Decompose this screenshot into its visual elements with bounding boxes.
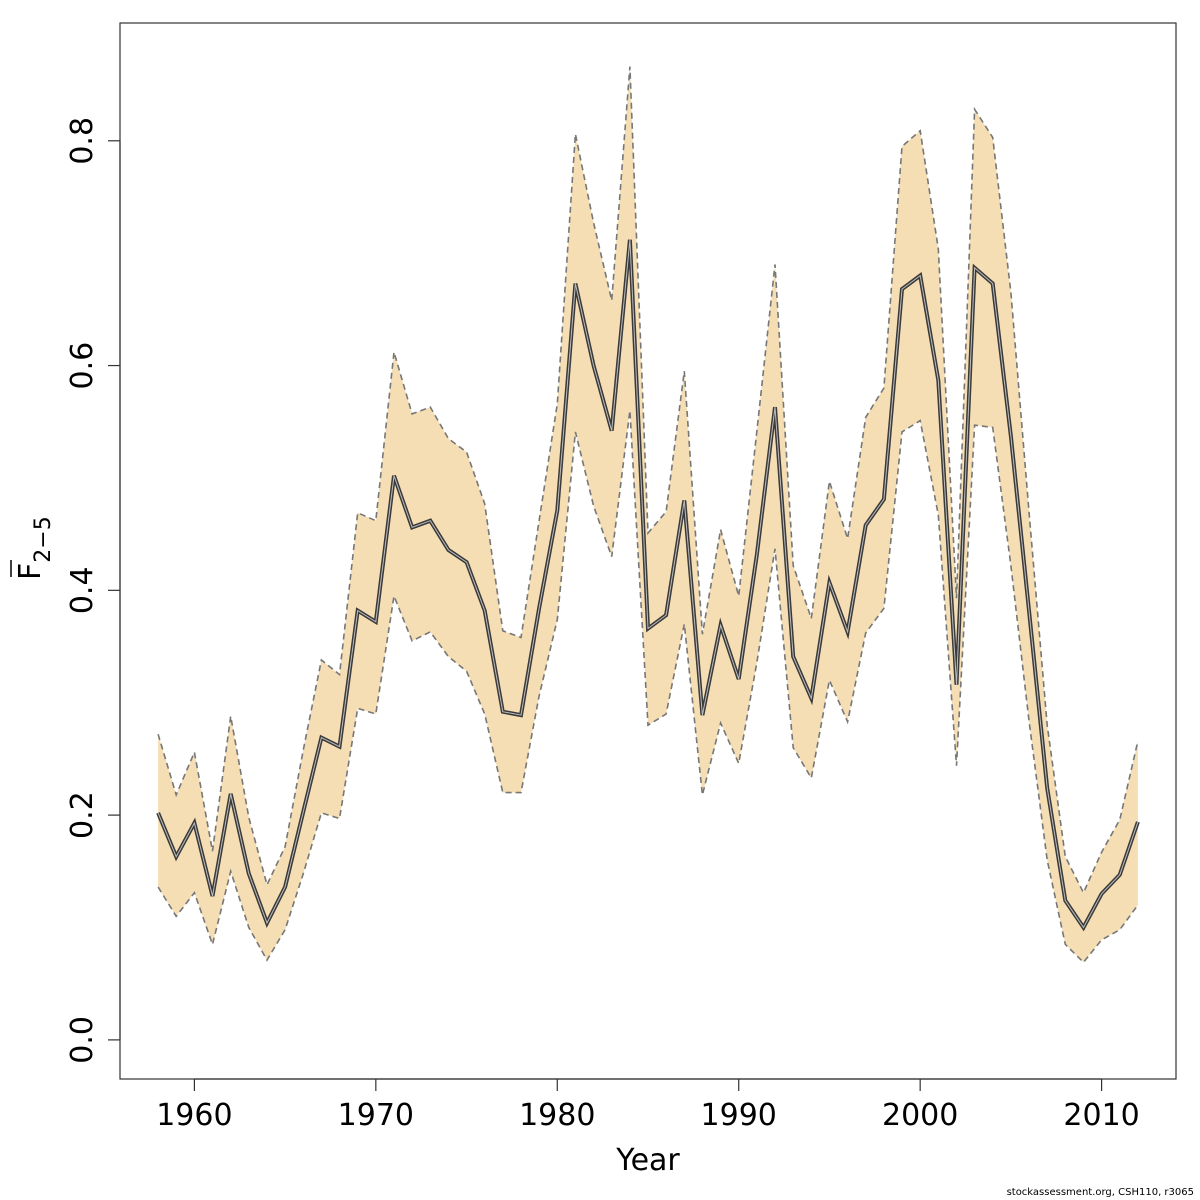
x-tick-label-1990: 1990	[701, 1098, 777, 1133]
y-tick-label-2: 0.4	[65, 566, 100, 614]
x-tick-label-1970: 1970	[338, 1098, 414, 1133]
lower-bound-line	[157, 410, 1139, 964]
confidence-band	[158, 66, 1138, 963]
y-tick-label-4: 0.8	[65, 117, 100, 165]
footer-credit: stockassessment.org, CSH110, r3065	[1006, 1187, 1194, 1198]
svg-text:F2−5: F2−5	[13, 516, 56, 580]
x-tick-label-1980: 1980	[519, 1098, 595, 1133]
y-axis-title-main: F	[13, 563, 48, 580]
x-tick-label-2010: 2010	[1063, 1098, 1139, 1133]
y-axis-title-sub: 2−5	[31, 516, 56, 562]
y-tick-label-0: 0.0	[65, 1016, 100, 1064]
estimate-line-inner	[157, 239, 1139, 929]
y-axis-title: F2−5	[10, 516, 56, 580]
estimate-line	[156, 239, 1140, 932]
y-axis: 0.0 0.2 0.4 0.6 0.8	[65, 117, 121, 1064]
confidence-bounds	[157, 66, 1139, 964]
upper-bound-line	[157, 66, 1139, 895]
x-axis-title: Year	[615, 1143, 680, 1178]
x-tick-label-1960: 1960	[156, 1098, 232, 1133]
x-axis: 1960 1970 1980 1990 2000 2010	[156, 1078, 1140, 1133]
x-tick-label-2000: 2000	[882, 1098, 958, 1133]
y-tick-label-1: 0.2	[65, 791, 100, 839]
y-tick-label-3: 0.6	[65, 342, 100, 390]
band-area	[158, 66, 1138, 963]
